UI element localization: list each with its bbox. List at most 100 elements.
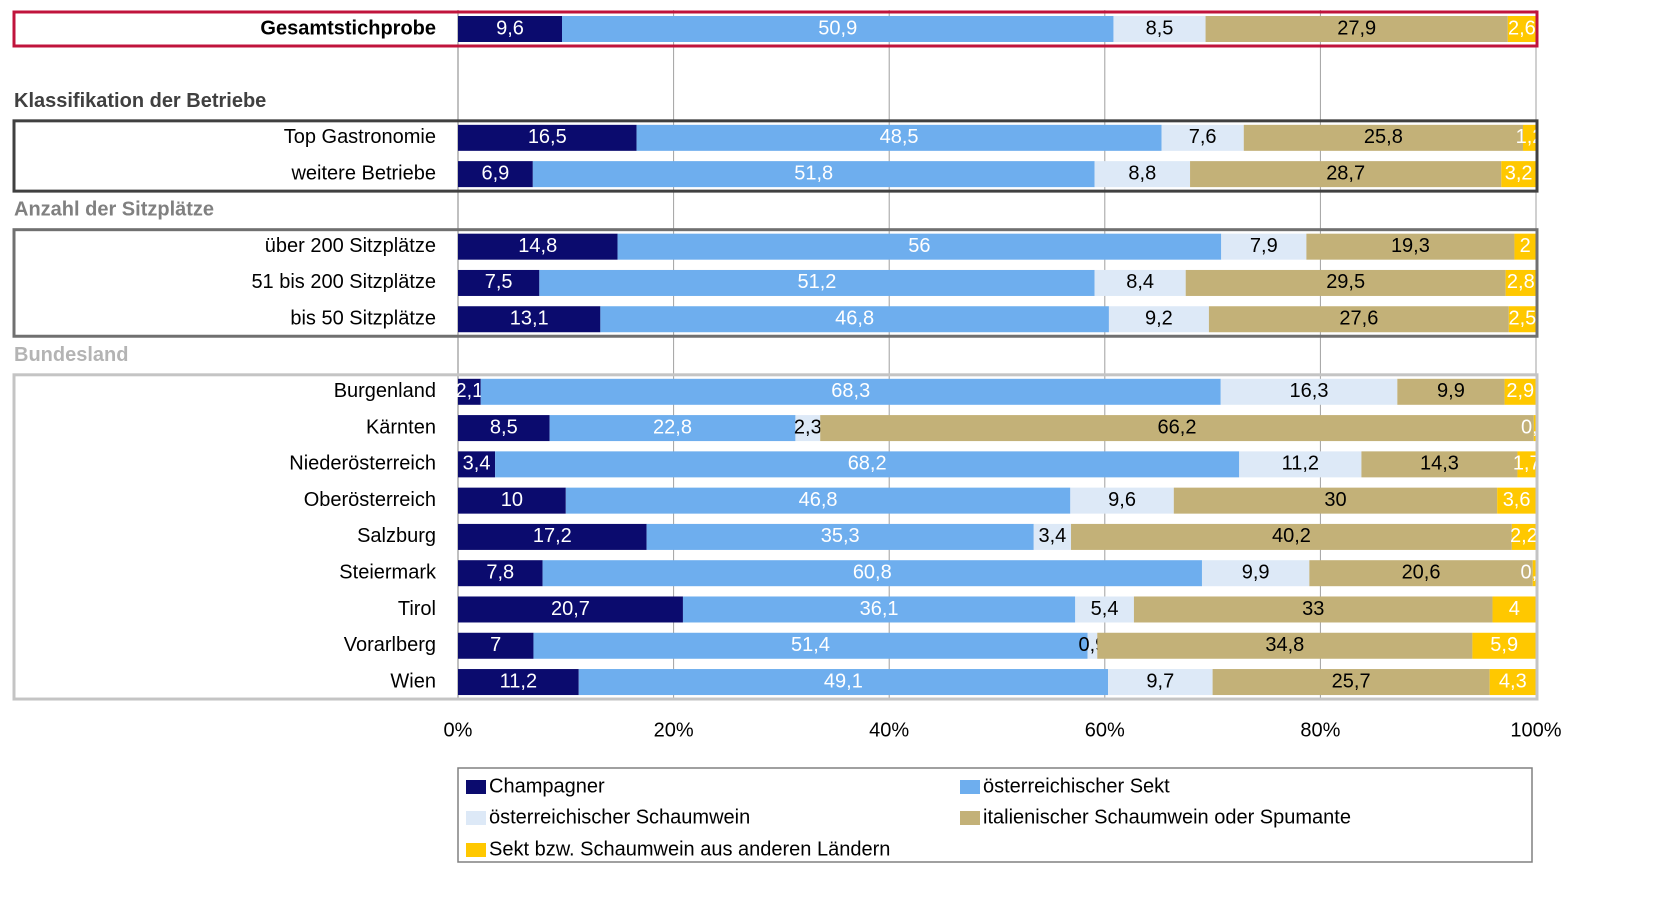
data-label: 68,2	[848, 453, 887, 475]
data-label: 66,2	[1158, 416, 1197, 438]
category-label: Gesamtstichprobe	[260, 17, 436, 39]
bar-segment	[1497, 487, 1536, 514]
data-label: 9,6	[1108, 489, 1136, 511]
bar-segment	[1243, 124, 1524, 151]
data-label: 3,2	[1505, 162, 1533, 184]
bar-segment	[636, 124, 1162, 151]
data-label: 11,2	[1282, 453, 1319, 475]
data-label: 9,6	[496, 17, 524, 39]
data-label: 2	[1520, 235, 1531, 257]
bar-segment	[578, 669, 1109, 696]
data-label: 22,8	[653, 416, 692, 438]
bar-segment	[458, 596, 683, 623]
category-label: bis 50 Sitzplätze	[290, 308, 436, 330]
bar-segment	[1094, 161, 1191, 188]
category-label: weitere Betriebe	[290, 162, 436, 184]
bar-segment	[458, 306, 601, 333]
bar-segment	[1190, 161, 1502, 188]
data-label: 27,6	[1339, 308, 1378, 330]
bar-segment	[1201, 560, 1310, 587]
x-tick-label: 20%	[654, 719, 694, 741]
data-label: 34,8	[1265, 634, 1304, 656]
bar-segment	[549, 415, 796, 442]
group-header: Anzahl der Sitzplätze	[14, 199, 214, 221]
legend-label: österreichischer Sekt	[983, 775, 1170, 797]
legend-swatch	[960, 780, 980, 794]
bar-segment	[533, 632, 1088, 659]
data-label: 8,8	[1128, 162, 1156, 184]
data-label: 33	[1302, 598, 1324, 620]
data-label: 28,7	[1326, 162, 1365, 184]
bar-segment	[458, 523, 647, 550]
data-label: 14,3	[1420, 453, 1459, 475]
data-label: 25,7	[1332, 670, 1371, 692]
bar-segment	[1517, 451, 1536, 478]
data-label: 9,9	[1242, 561, 1270, 583]
bar-segment	[1361, 451, 1518, 478]
data-label: 0,2	[1521, 416, 1549, 438]
bar-segment	[1220, 378, 1398, 405]
data-label: 40,2	[1272, 525, 1311, 547]
data-label: 9,7	[1146, 670, 1174, 692]
category-label: Burgenland	[334, 380, 436, 402]
bar-segment	[1507, 16, 1536, 42]
x-tick-label: 100%	[1510, 719, 1561, 741]
bar-segment	[1472, 632, 1536, 659]
data-label: 19,3	[1391, 235, 1430, 257]
data-label: 49,1	[824, 670, 863, 692]
category-label: über 200 Sitzplätze	[265, 235, 436, 257]
category-label: Vorarlberg	[344, 634, 436, 656]
bar-segment	[1070, 487, 1174, 514]
data-label: 46,8	[835, 308, 874, 330]
data-label: 7,6	[1189, 126, 1217, 148]
bar-segment	[1309, 560, 1533, 587]
category-label: Wien	[390, 670, 436, 692]
bar-segment	[458, 632, 534, 659]
bar-segment	[1532, 560, 1536, 587]
bar-segment	[1113, 16, 1206, 42]
data-label: 20,6	[1402, 561, 1441, 583]
bar-segment	[1505, 269, 1536, 296]
bar-segment	[542, 560, 1202, 587]
bar-segment	[495, 451, 1240, 478]
category-label: Steiermark	[339, 561, 437, 583]
bar-segment	[820, 415, 1534, 442]
x-tick-label: 60%	[1085, 719, 1125, 741]
bar-segment	[1071, 523, 1512, 550]
data-label: 3,6	[1503, 489, 1531, 511]
data-label: 56	[908, 235, 930, 257]
data-label: 1,2	[1516, 126, 1544, 148]
bar-segment	[1087, 632, 1098, 659]
data-label: 7,9	[1250, 235, 1278, 257]
bar-segment	[1075, 596, 1134, 623]
data-label: 9,9	[1437, 380, 1465, 402]
bar-segment	[1306, 233, 1515, 260]
group-header: Bundesland	[14, 344, 128, 366]
legend-swatch	[960, 811, 980, 825]
data-label: 4,3	[1499, 670, 1527, 692]
bar-segment	[1504, 378, 1536, 405]
bar-segment	[458, 378, 481, 405]
bar-segment	[1033, 523, 1072, 550]
data-label: 16,5	[528, 126, 567, 148]
category-label: Kärnten	[366, 416, 436, 438]
data-label: 7,8	[486, 561, 514, 583]
group-box	[12, 119, 1539, 193]
data-label: 51,2	[798, 271, 837, 293]
x-tick-label: 80%	[1300, 719, 1340, 741]
bar-segment	[565, 487, 1071, 514]
bar-segment	[1239, 451, 1362, 478]
category-label: 51 bis 200 Sitzplätze	[251, 271, 436, 293]
data-label: 7,5	[485, 271, 513, 293]
data-label: 60,8	[853, 561, 892, 583]
legend-swatch	[466, 780, 486, 794]
data-label: 0,3	[1520, 561, 1548, 583]
bar-segment	[1523, 124, 1536, 151]
data-label: 25,8	[1364, 126, 1403, 148]
bar-segment	[1208, 306, 1509, 333]
bar-segment	[1133, 596, 1493, 623]
bar-segment	[795, 415, 821, 442]
legend-label: Sekt bzw. Schaumwein aus anderen Ländern	[489, 838, 890, 860]
bar-segment	[458, 124, 637, 151]
